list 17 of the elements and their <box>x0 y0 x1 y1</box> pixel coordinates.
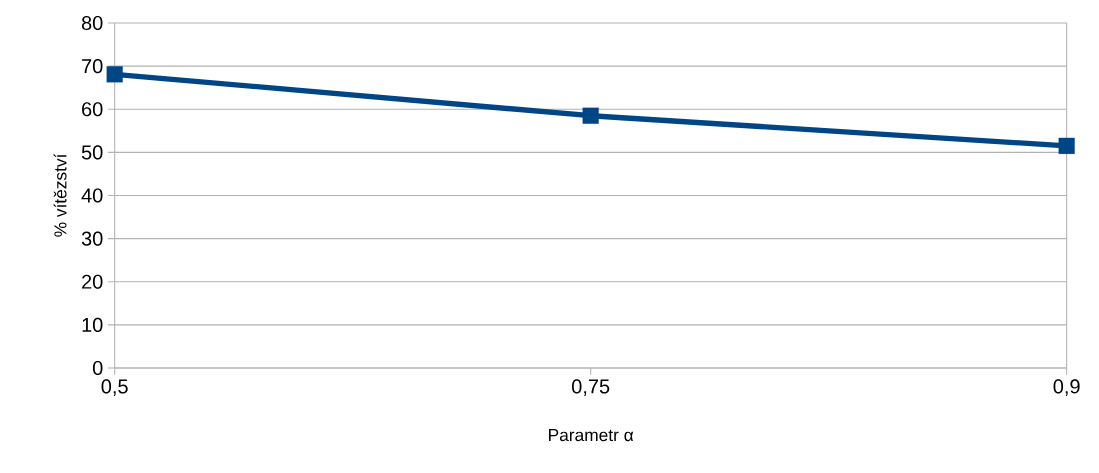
y-tick-label: 0 <box>92 360 103 376</box>
y-tick-label: 40 <box>81 188 103 203</box>
point <box>106 66 123 83</box>
y-tick-label: 50 <box>81 145 103 160</box>
y-tick-label: 10 <box>82 317 103 332</box>
y-tick-label: 60 <box>82 102 103 117</box>
y-tick-label: 20 <box>82 274 103 289</box>
y-axis-title: % vítězství <box>53 153 67 237</box>
y-tick-label: 30 <box>81 231 103 246</box>
point <box>582 107 599 124</box>
y-tick-label: 80 <box>81 15 103 31</box>
x-tick-label: 0,9 <box>1053 379 1080 396</box>
x-tick-label: 0,5 <box>101 379 128 396</box>
x-axis-title: Parametr α <box>549 429 634 442</box>
point <box>1058 137 1075 154</box>
x-tick-label: 0,75 <box>571 379 610 396</box>
y-tick-label: 70 <box>82 59 103 74</box>
